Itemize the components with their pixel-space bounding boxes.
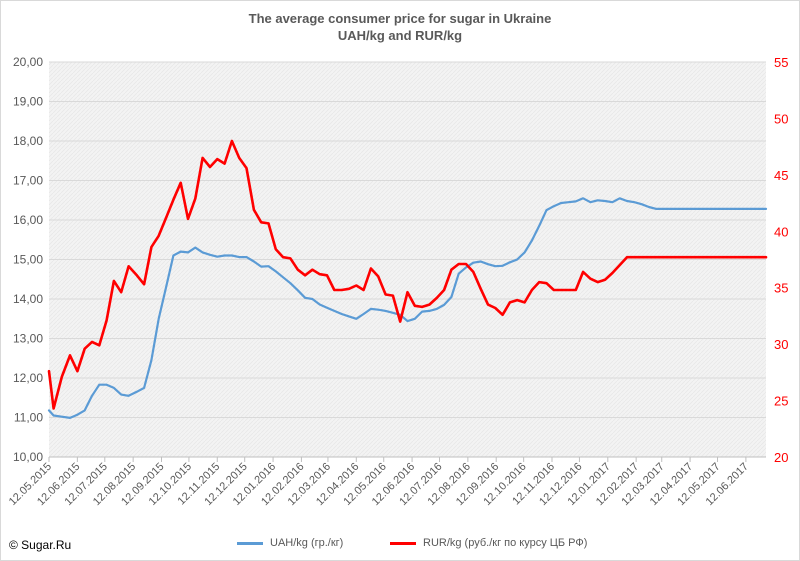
y-left-tick-label: 16,00 [13,213,43,227]
y-left-tick-label: 17,00 [13,174,43,188]
y-left-tick-label: 18,00 [13,134,43,148]
y-right-tick-label: 55 [774,55,788,70]
y-left-tick-label: 11,00 [14,411,43,425]
y-left-tick-label: 14,00 [13,292,43,306]
y-left-tick-label: 12,00 [13,371,43,385]
chart-title: The average consumer price for sugar in … [248,11,552,26]
legend-swatch-rur [390,541,416,545]
y-right-tick-label: 30 [774,337,788,352]
y-right-tick-label: 40 [774,224,788,239]
y-right-tick-label: 20 [774,450,788,465]
y-left-tick-label: 19,00 [13,95,43,109]
legend-swatch-uah [237,541,263,545]
y-right-tick-label: 35 [774,281,788,296]
legend-label-uah: UAH/kg (гр./кг) [270,537,344,549]
y-right-tick-label: 45 [774,168,788,183]
legend-label-rur: RUR/kg (руб./кг по курсу ЦБ РФ) [423,537,588,549]
series-line-uah [47,197,768,419]
series-line-rur [47,139,768,410]
y-left-tick-label: 20,00 [13,55,43,69]
y-right-tick-label: 25 [774,394,788,409]
y-right-tick-label: 50 [774,111,788,126]
legend-item-rur: RUR/kg (руб./кг по курсу ЦБ РФ) [390,537,587,549]
chart-subtitle: UAH/kg and RUR/kg [337,28,463,43]
y-left-tick-label: 13,00 [13,332,43,346]
copyright-text: © Sugar.Ru [9,538,72,552]
legend-item-uah: UAH/kg (гр./кг) [237,537,343,549]
y-left-tick-label: 15,00 [13,253,43,267]
y-left-tick-label: 10,00 [13,450,43,464]
